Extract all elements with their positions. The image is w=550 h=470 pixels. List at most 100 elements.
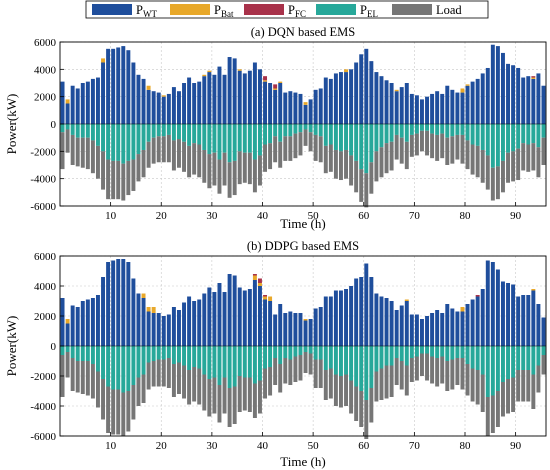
bar-pel bbox=[283, 124, 288, 137]
bar-load bbox=[333, 374, 338, 406]
bar-load bbox=[187, 145, 192, 178]
bar-pel bbox=[506, 346, 511, 379]
legend-item-pbat: PBat bbox=[170, 3, 234, 19]
bar-load bbox=[126, 160, 131, 196]
bar-pel bbox=[374, 124, 379, 152]
bar-pel bbox=[369, 124, 374, 163]
bar-pbat bbox=[278, 81, 283, 83]
bar-pel bbox=[338, 124, 343, 152]
bar-pel bbox=[475, 346, 480, 370]
bar-load bbox=[511, 377, 516, 412]
bars bbox=[60, 259, 546, 439]
bar-pwt bbox=[182, 83, 187, 124]
bar-pwt bbox=[485, 67, 490, 124]
bar-pbat bbox=[257, 283, 262, 286]
bar-pel bbox=[480, 124, 485, 150]
bar-pwt bbox=[288, 311, 293, 346]
bar-pwt bbox=[126, 50, 131, 125]
bar-load bbox=[85, 137, 90, 170]
bar-load bbox=[283, 358, 288, 384]
bar-pel bbox=[313, 124, 318, 135]
bar-load bbox=[399, 361, 404, 390]
bar-pwt bbox=[202, 76, 207, 124]
bar-pel bbox=[278, 346, 283, 364]
bar-load bbox=[60, 132, 65, 170]
bar-pel bbox=[333, 346, 338, 375]
bar-pbat bbox=[237, 69, 242, 71]
bar-load bbox=[389, 365, 394, 397]
bar-pwt bbox=[278, 304, 283, 346]
x-tick-label: 10 bbox=[105, 440, 117, 452]
bar-pwt bbox=[242, 73, 247, 124]
bar-load bbox=[500, 382, 505, 417]
bar-pel bbox=[192, 346, 197, 367]
bar-pel bbox=[227, 346, 232, 388]
bar-pwt bbox=[318, 307, 323, 346]
bar-pel bbox=[151, 124, 156, 138]
bar-load bbox=[101, 151, 106, 190]
bar-pel bbox=[323, 124, 328, 146]
bar-load bbox=[257, 155, 262, 186]
bar-pwt bbox=[75, 88, 80, 124]
bar-load bbox=[80, 137, 85, 168]
bar-pel bbox=[364, 124, 369, 174]
bar-pwt bbox=[344, 72, 349, 124]
x-tick-label: 90 bbox=[510, 440, 522, 452]
bar-pel bbox=[298, 124, 303, 133]
bar-pel bbox=[450, 124, 455, 137]
bar-pwt bbox=[237, 287, 242, 346]
bar-pwt bbox=[70, 85, 75, 124]
bar-pwt bbox=[212, 292, 217, 346]
bar-pbat bbox=[65, 319, 70, 324]
bar-pel bbox=[323, 346, 328, 370]
bar-pel bbox=[419, 346, 424, 354]
bar-load bbox=[227, 388, 232, 427]
bar-pel bbox=[313, 346, 318, 360]
bar-pwt bbox=[414, 95, 419, 124]
bar-load bbox=[500, 160, 505, 193]
y-tick-label: -6000 bbox=[30, 431, 56, 443]
bar-pel bbox=[222, 346, 227, 378]
bar-load bbox=[475, 145, 480, 178]
bar-pfc bbox=[531, 76, 536, 78]
bar-pel bbox=[131, 346, 136, 385]
bar-pwt bbox=[323, 296, 328, 346]
bar-pel bbox=[237, 346, 242, 376]
bar-load bbox=[65, 352, 70, 378]
bar-pwt bbox=[328, 78, 333, 124]
bar-pel bbox=[455, 124, 460, 135]
bar-pwt bbox=[450, 89, 455, 124]
bar-pel bbox=[126, 124, 131, 161]
bar-pel bbox=[65, 346, 70, 352]
bar-load bbox=[435, 358, 440, 387]
bar-pwt bbox=[65, 323, 70, 346]
bar-load bbox=[192, 143, 197, 175]
bar-pel bbox=[450, 346, 455, 360]
bar-pel bbox=[278, 124, 283, 142]
bar-load bbox=[506, 379, 511, 414]
bar-pel bbox=[480, 346, 485, 375]
bar-load bbox=[364, 173, 369, 208]
bar-pbat bbox=[394, 89, 399, 92]
bar-load bbox=[541, 137, 546, 165]
bar-pel bbox=[485, 124, 490, 156]
bar-pwt bbox=[273, 89, 278, 124]
bar-pel bbox=[298, 346, 303, 355]
bar-pwt bbox=[425, 96, 430, 124]
bar-pel bbox=[85, 124, 90, 138]
bar-pwt bbox=[500, 281, 505, 346]
bar-load bbox=[202, 374, 207, 411]
bar-load bbox=[460, 358, 465, 390]
bar-load bbox=[379, 147, 384, 178]
bar-load bbox=[212, 377, 217, 414]
bar-pfc bbox=[263, 295, 268, 297]
bar-pwt bbox=[303, 320, 308, 346]
bar-pwt bbox=[394, 91, 399, 124]
bar-load bbox=[323, 145, 328, 174]
bar-pwt bbox=[131, 62, 136, 124]
bar-pel bbox=[95, 346, 100, 372]
bar-pbat bbox=[252, 275, 257, 280]
bar-pel bbox=[212, 346, 217, 378]
bar-pwt bbox=[389, 301, 394, 346]
bar-pwt bbox=[384, 80, 389, 124]
